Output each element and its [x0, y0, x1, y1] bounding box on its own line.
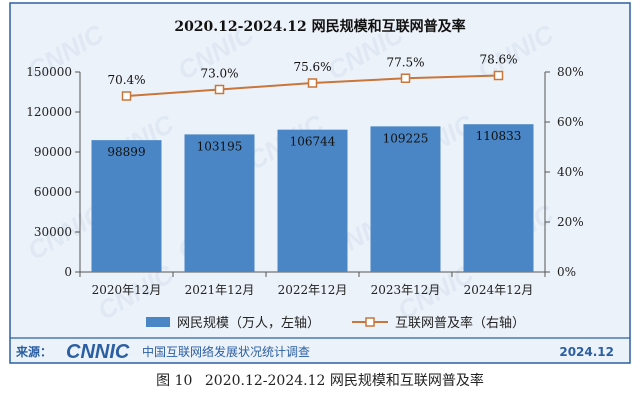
right-tick-label: 80%: [557, 65, 584, 79]
legend-line-label: 互联网普及率（右轴）: [395, 315, 525, 331]
x-tick-label: 2023年12月: [371, 283, 441, 297]
right-tick-label: 20%: [557, 215, 584, 229]
bar-value-label: 98899: [107, 145, 145, 159]
footer-org-name: 中国互联网络发展状况统计调查: [142, 344, 310, 359]
x-tick-labels: 2020年12月 2021年12月 2022年12月 2023年12月 2024年12月: [92, 283, 534, 297]
legend-line-marker: [365, 317, 375, 327]
right-tick-label: 40%: [557, 165, 584, 179]
left-tick-label: 150000: [26, 65, 72, 79]
legend: 网民规模（万人，左轴） 互联网普及率（右轴）: [146, 315, 525, 331]
bar: [91, 140, 162, 272]
bar-value-label: 109225: [383, 131, 429, 145]
figure-number: 图 10: [156, 373, 193, 389]
line-point: [493, 70, 504, 81]
line-point: [121, 91, 132, 101]
left-tick-label: 90000: [34, 145, 72, 159]
left-tick-label: 0: [64, 265, 72, 279]
bar-value-label: 106744: [290, 135, 336, 149]
right-tick-label: 0%: [557, 265, 576, 279]
line-value-label: 77.5%: [386, 55, 424, 69]
x-tick-label: 2020年12月: [92, 283, 162, 297]
line-value-label: 73.0%: [200, 67, 238, 81]
bar-series: 98899 103195 106744 109225 110833: [91, 124, 534, 273]
line-point: [214, 84, 225, 95]
cnnic-logo: CNNIC: [66, 341, 130, 363]
line-value-label: 70.4%: [107, 73, 145, 87]
left-tick-label: 30000: [34, 225, 72, 239]
legend-bar-swatch: [146, 317, 170, 327]
bar: [184, 134, 255, 272]
chart-title: 2020.12-2024.12 网民规模和互联网普及率: [174, 18, 465, 35]
x-tick-label: 2024年12月: [464, 283, 534, 297]
bar-value-label: 103195: [197, 139, 243, 153]
figure-caption-text: 2020.12-2024.12 网民规模和互联网普及率: [204, 373, 484, 389]
bar-value-label: 110833: [476, 129, 522, 143]
axis-ticks: 0 30000 60000 90000 120000 150000 0% 20% 40% 60% 8…: [26, 65, 583, 279]
x-tick-label: 2022年12月: [278, 283, 348, 297]
left-tick-label: 120000: [26, 105, 72, 119]
legend-bar-label: 网民规模（万人，左轴）: [177, 316, 320, 331]
line-point: [307, 78, 318, 88]
line-value-label: 75.6%: [293, 60, 331, 74]
x-tick-label: 2021年12月: [185, 283, 255, 297]
bar: [277, 129, 348, 272]
footer-date: 2024.12: [559, 345, 614, 359]
bar: [370, 126, 441, 272]
right-tick-label: 60%: [557, 115, 584, 129]
line-series: 70.4% 73.0% 75.6% 77.5% 78.6%: [107, 53, 518, 101]
line-value-label: 78.6%: [479, 53, 517, 67]
figure-caption: 图 10 2020.12-2024.12 网民规模和互联网普及率: [0, 370, 640, 390]
left-tick-label: 60000: [34, 185, 72, 199]
footer-source-label: 来源：: [15, 344, 52, 359]
bar: [463, 124, 534, 273]
line-point: [400, 73, 411, 83]
